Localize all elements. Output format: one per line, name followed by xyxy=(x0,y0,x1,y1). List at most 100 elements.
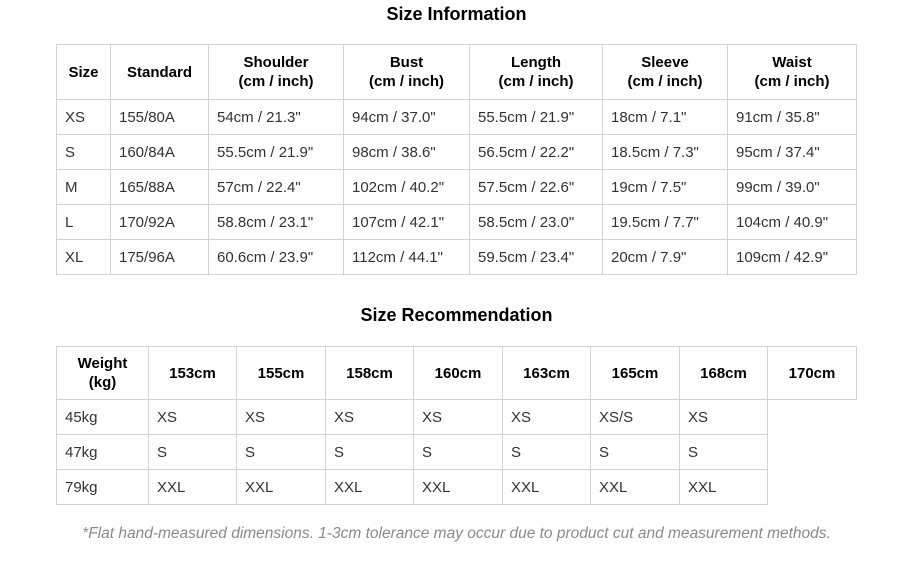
length-cell: 59.5cm / 23.4" xyxy=(469,239,603,275)
column-header-153cm: 153cm xyxy=(148,346,237,400)
shoulder-cell: 57cm / 22.4" xyxy=(208,169,344,205)
column-header-label: Weight xyxy=(77,355,128,372)
length-cell: 56.5cm / 22.2" xyxy=(469,134,603,170)
reco-cell: XS xyxy=(679,399,768,435)
reco-cell: S xyxy=(236,434,326,470)
shoulder-cell: 55.5cm / 21.9" xyxy=(208,134,344,170)
size-cell: XS xyxy=(56,99,111,135)
column-header-160cm: 160cm xyxy=(413,346,503,400)
column-header-size: Size xyxy=(56,44,111,100)
column-header-158cm: 158cm xyxy=(325,346,414,400)
size-recommendation-table: Weight (kg) 153cm 155cm 158cm 160cm 163cm… xyxy=(56,346,857,505)
measurement-footnote: *Flat hand-measured dimensions. 1-3cm to… xyxy=(82,525,831,542)
table-row: M 165/88A 57cm / 22.4" 102cm / 40.2" 57.… xyxy=(56,169,857,205)
reco-cell: XXL xyxy=(148,469,237,505)
waist-cell: 104cm / 40.9" xyxy=(727,204,857,240)
column-header-label: 168cm xyxy=(700,364,747,382)
shoulder-cell: 60.6cm / 23.9" xyxy=(208,239,344,275)
size-information-title: Size Information xyxy=(386,4,527,24)
bust-cell: 102cm / 40.2" xyxy=(343,169,470,205)
column-header-sleeve: Sleeve (cm / inch) xyxy=(602,44,728,100)
column-header-label: Sleeve xyxy=(641,54,689,71)
reco-cell: S xyxy=(590,434,680,470)
size-cell: S xyxy=(56,134,111,170)
bust-cell: 98cm / 38.6" xyxy=(343,134,470,170)
reco-cell: S xyxy=(679,434,768,470)
table-row: 45kg XS XS XS XS XS XS/S XS xyxy=(56,399,857,435)
column-header-label: 170cm xyxy=(788,364,836,382)
column-header-sub: (cm / inch) xyxy=(754,73,830,90)
waist-cell: 109cm / 42.9" xyxy=(727,239,857,275)
size-information-table: Size Standard Shoulder (cm / inch) Bust (c… xyxy=(56,44,857,275)
size-recommendation-title: Size Recommendation xyxy=(360,305,553,325)
reco-cell: XXL xyxy=(325,469,414,505)
sleeve-cell: 18cm / 7.1" xyxy=(602,99,728,135)
column-header-label: 160cm xyxy=(434,364,482,382)
column-header-label: 158cm xyxy=(346,364,393,382)
reco-cell-empty xyxy=(768,400,857,435)
column-header-label: 155cm xyxy=(257,364,305,382)
reco-cell: XS/S xyxy=(590,399,680,435)
size-cell: M xyxy=(56,169,111,205)
reco-cell: S xyxy=(148,434,237,470)
bust-cell: 94cm / 37.0" xyxy=(343,99,470,135)
waist-cell: 91cm / 35.8" xyxy=(727,99,857,135)
column-header-168cm: 168cm xyxy=(679,346,768,400)
reco-cell: XXL xyxy=(590,469,680,505)
standard-cell: 175/96A xyxy=(110,239,209,275)
length-cell: 57.5cm / 22.6" xyxy=(469,169,603,205)
shoulder-cell: 54cm / 21.3" xyxy=(208,99,344,135)
size-cell: L xyxy=(56,204,111,240)
reco-cell-empty xyxy=(768,470,857,505)
reco-cell: S xyxy=(502,434,591,470)
weight-cell: 47kg xyxy=(56,434,149,470)
standard-cell: 160/84A xyxy=(110,134,209,170)
sleeve-cell: 20cm / 7.9" xyxy=(602,239,728,275)
sleeve-cell: 19cm / 7.5" xyxy=(602,169,728,205)
column-header-165cm: 165cm xyxy=(590,346,680,400)
column-header-bust: Bust (cm / inch) xyxy=(343,44,470,100)
length-cell: 58.5cm / 23.0" xyxy=(469,204,603,240)
column-header-shoulder: Shoulder (cm / inch) xyxy=(208,44,344,100)
table-row: XS 155/80A 54cm / 21.3" 94cm / 37.0" 55.… xyxy=(56,99,857,135)
standard-cell: 170/92A xyxy=(110,204,209,240)
column-header-label: Bust xyxy=(389,54,424,71)
header-row: Size Standard Shoulder (cm / inch) Bust (c… xyxy=(56,44,857,100)
column-header-label: Shoulder xyxy=(243,54,309,71)
reco-cell: XXL xyxy=(236,469,326,505)
table-row: XL 175/96A 60.6cm / 23.9" 112cm / 44.1" … xyxy=(56,239,857,275)
reco-cell: XS xyxy=(413,399,503,435)
sleeve-cell: 19.5cm / 7.7" xyxy=(602,204,728,240)
column-header-sub: (kg) xyxy=(88,374,117,391)
reco-cell: S xyxy=(413,434,503,470)
column-header-155cm: 155cm xyxy=(236,346,326,400)
column-header-label: 153cm xyxy=(169,364,216,382)
reco-cell: XS xyxy=(502,399,591,435)
column-header-sub: (cm / inch) xyxy=(238,73,314,90)
column-header-sub: (cm / inch) xyxy=(498,73,574,90)
column-header-170cm: 170cm xyxy=(767,346,857,400)
reco-cell: XXL xyxy=(413,469,503,505)
reco-cell: XS xyxy=(236,399,326,435)
weight-cell: 79kg xyxy=(56,469,149,505)
table-row: 47kg S S S S S S S xyxy=(56,434,857,470)
reco-cell-empty xyxy=(768,435,857,470)
column-header-label: Standard xyxy=(126,63,192,81)
standard-cell: 155/80A xyxy=(110,99,209,135)
length-cell: 55.5cm / 21.9" xyxy=(469,99,603,135)
table-row: L 170/92A 58.8cm / 23.1" 107cm / 42.1" 5… xyxy=(56,204,857,240)
column-header-sub: (cm / inch) xyxy=(368,73,444,90)
size-cell: XL xyxy=(56,239,111,275)
reco-cell: S xyxy=(325,434,414,470)
waist-cell: 99cm / 39.0" xyxy=(727,169,857,205)
reco-cell: XS xyxy=(325,399,414,435)
column-header-label: Size xyxy=(68,63,99,81)
bust-cell: 112cm / 44.1" xyxy=(343,239,470,275)
column-header-standard: Standard xyxy=(110,44,209,100)
table-row: S 160/84A 55.5cm / 21.9" 98cm / 38.6" 56… xyxy=(56,134,857,170)
weight-cell: 45kg xyxy=(56,399,149,435)
sleeve-cell: 18.5cm / 7.3" xyxy=(602,134,728,170)
column-header-weight: Weight (kg) xyxy=(56,346,149,400)
reco-cell: XXL xyxy=(502,469,591,505)
